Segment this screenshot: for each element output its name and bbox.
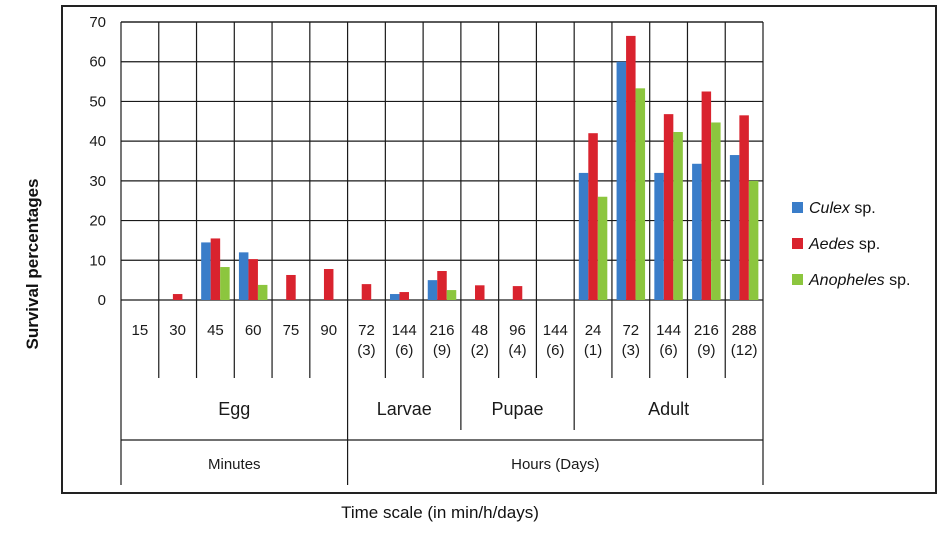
bar-anopheles-2 <box>220 267 230 300</box>
x-tick-label: 216 <box>694 322 719 339</box>
bar-aedes-4 <box>286 274 296 300</box>
x-tick-label: 72 <box>358 322 375 339</box>
axes: 0 10 20 30 40 50 60 70 15 30 45 60 75 90 72 (3) 144 (6) 21… <box>89 14 757 473</box>
legend-label-aedes: Aedes sp. <box>808 236 880 253</box>
bar-aedes-1 <box>172 294 183 300</box>
bar-anopheles-8 <box>446 290 457 300</box>
x-tick-label: 216 <box>429 322 454 339</box>
bar-aedes-8 <box>437 271 447 300</box>
y-axis-label: Survival percentages <box>23 178 42 349</box>
bar-aedes-9 <box>475 285 485 300</box>
legend-label-anopheles: Anopheles sp. <box>808 272 910 289</box>
x-tick-label: 144 <box>656 322 681 339</box>
x-tick-label: 90 <box>320 322 337 339</box>
bar-aedes-15 <box>701 91 712 300</box>
bar-culex-14 <box>654 172 664 300</box>
bar-culex-8 <box>427 280 438 300</box>
bar-anopheles-3 <box>257 284 268 300</box>
bar-culex-12 <box>578 172 589 300</box>
stage-label: Adult <box>648 399 689 419</box>
bar-aedes-16 <box>739 115 749 300</box>
bar-culex-3 <box>238 252 249 300</box>
x-tick-label: (12) <box>731 342 758 359</box>
bar-anopheles-14 <box>673 132 683 300</box>
legend: Culex sp. Aedes sp. Anopheles sp. <box>792 200 910 289</box>
legend-swatch-culex <box>792 202 803 213</box>
x-tick-label: 75 <box>283 322 300 339</box>
x-tick-label: 60 <box>245 322 262 339</box>
y-tick-label: 0 <box>98 292 106 309</box>
x-tick-label: 72 <box>622 322 639 339</box>
y-tick-label: 40 <box>89 133 106 150</box>
unit-label: Minutes <box>208 456 261 473</box>
bar-aedes-2 <box>210 238 221 300</box>
bar-aedes-5 <box>323 269 334 300</box>
unit-label: Hours (Days) <box>511 456 599 473</box>
x-tick-label: (6) <box>546 342 564 359</box>
bar-aedes-10 <box>512 286 523 300</box>
x-tick-label: 144 <box>543 322 568 339</box>
x-tick-label: (1) <box>584 342 602 359</box>
bar-anopheles-15 <box>711 122 721 300</box>
x-tick-label: 30 <box>169 322 186 339</box>
stage-label: Larvae <box>377 399 432 419</box>
bar-aedes-13 <box>626 35 636 301</box>
x-tick-label: (4) <box>508 342 526 359</box>
stage-label: Pupae <box>491 399 543 419</box>
x-tick-label: (6) <box>395 342 413 359</box>
x-axis-label: Time scale (in min/h/days) <box>341 503 539 522</box>
x-tick-label: (9) <box>433 342 451 359</box>
legend-swatch-aedes <box>792 238 803 249</box>
bar-anopheles-16 <box>748 180 759 300</box>
x-tick-label: (6) <box>659 342 677 359</box>
x-tick-label: 15 <box>132 322 149 339</box>
bar-aedes-6 <box>361 284 372 300</box>
bar-anopheles-13 <box>635 88 646 300</box>
bar-culex-16 <box>729 155 740 300</box>
bar-culex-2 <box>201 242 211 300</box>
bars <box>172 35 759 301</box>
bar-aedes-14 <box>663 114 674 300</box>
y-tick-label: 70 <box>89 14 106 31</box>
bar-anopheles-12 <box>597 196 608 300</box>
bar-aedes-7 <box>399 292 409 300</box>
x-tick-label: 144 <box>392 322 417 339</box>
x-tick-label: (3) <box>622 342 640 359</box>
y-tick-label: 50 <box>89 93 106 110</box>
x-tick-label: (9) <box>697 342 715 359</box>
x-tick-label: (2) <box>471 342 489 359</box>
bar-aedes-12 <box>588 133 598 300</box>
legend-label-culex: Culex sp. <box>809 200 876 217</box>
y-tick-label: 30 <box>89 173 106 190</box>
y-tick-label: 10 <box>89 252 106 269</box>
chart-frame <box>61 5 937 494</box>
x-tick-label: 96 <box>509 322 526 339</box>
x-tick-label: 24 <box>585 322 602 339</box>
bar-culex-13 <box>616 61 627 300</box>
x-tick-label: 48 <box>471 322 488 339</box>
x-tick-label: (3) <box>357 342 375 359</box>
x-tick-label: 288 <box>732 322 757 339</box>
legend-swatch-anopheles <box>792 274 803 285</box>
bar-culex-15 <box>692 163 702 300</box>
stage-label: Egg <box>218 399 250 419</box>
bar-culex-7 <box>389 294 400 300</box>
y-tick-label: 60 <box>89 54 106 71</box>
bar-aedes-3 <box>248 259 258 300</box>
x-tick-label: 45 <box>207 322 224 339</box>
y-tick-label: 20 <box>89 213 106 230</box>
